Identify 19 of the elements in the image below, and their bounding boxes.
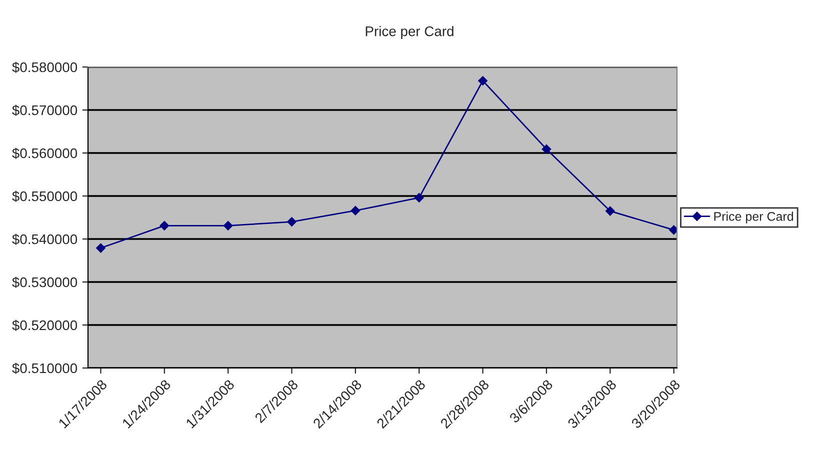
point: [350, 206, 360, 216]
point: [287, 217, 296, 226]
point: [542, 144, 552, 154]
y-tick-label: $0.510000: [12, 362, 78, 374]
legend-label: Price per Card: [714, 212, 794, 224]
y-tick-label: $0.560000: [12, 148, 78, 159]
y-tick-label: $0.580000: [12, 62, 78, 73]
chart-title: Price per Card: [366, 26, 454, 39]
point: [96, 243, 106, 253]
point: [478, 76, 488, 86]
y-tick-label: $0.570000: [12, 104, 78, 116]
y-tick-label: $0.530000: [12, 276, 78, 288]
point: [606, 206, 615, 216]
y-tick-label: $0.520000: [12, 320, 78, 331]
y-tick-label: $0.550000: [12, 190, 78, 202]
y-tick-label: $0.540000: [12, 234, 78, 245]
point: [160, 221, 170, 230]
point: [414, 193, 424, 202]
point: [223, 221, 233, 230]
